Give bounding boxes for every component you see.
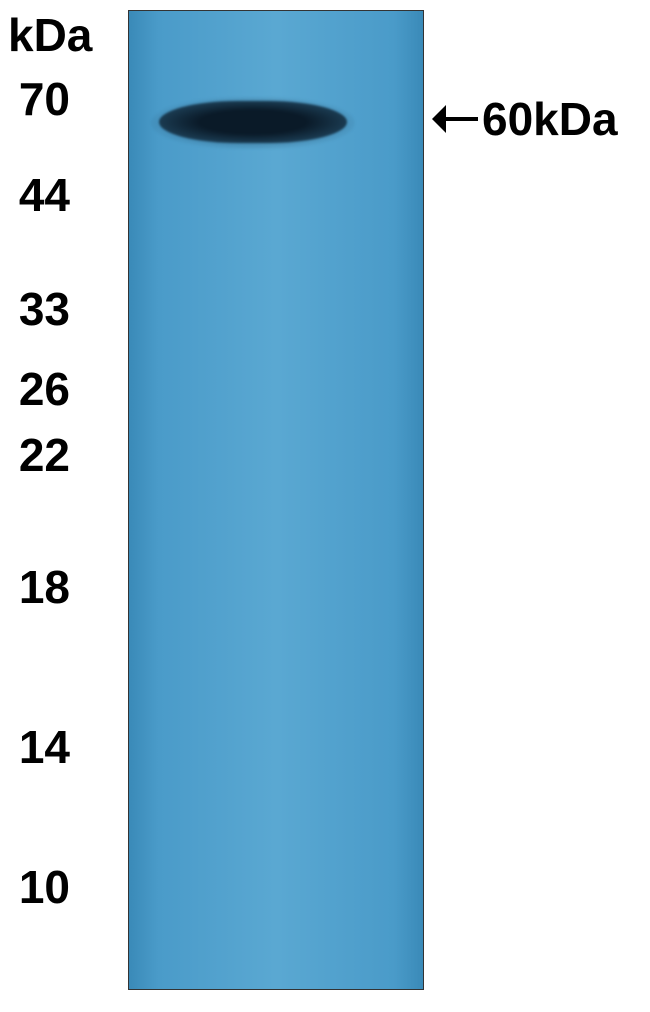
ladder-label: 22	[10, 428, 70, 482]
arrow-left-icon	[432, 105, 478, 133]
arrow-shaft	[446, 117, 478, 121]
arrow-head	[432, 105, 446, 133]
kda-unit-header: kDa	[8, 8, 92, 62]
annotation-label: 60kDa	[482, 92, 618, 146]
ladder-label: 33	[10, 282, 70, 336]
band-annotation: 60kDa	[432, 92, 618, 146]
protein-band	[159, 101, 347, 143]
ladder-label: 10	[10, 860, 70, 914]
ladder-label: 44	[10, 168, 70, 222]
ladder-label: 18	[10, 560, 70, 614]
ladder-label: 70	[10, 72, 70, 126]
blot-container: kDa 70 44 33 26 22 18 14 10 60kDa	[0, 0, 650, 1012]
ladder-label: 26	[10, 362, 70, 416]
ladder-label: 14	[10, 720, 70, 774]
gel-lane	[128, 10, 424, 990]
